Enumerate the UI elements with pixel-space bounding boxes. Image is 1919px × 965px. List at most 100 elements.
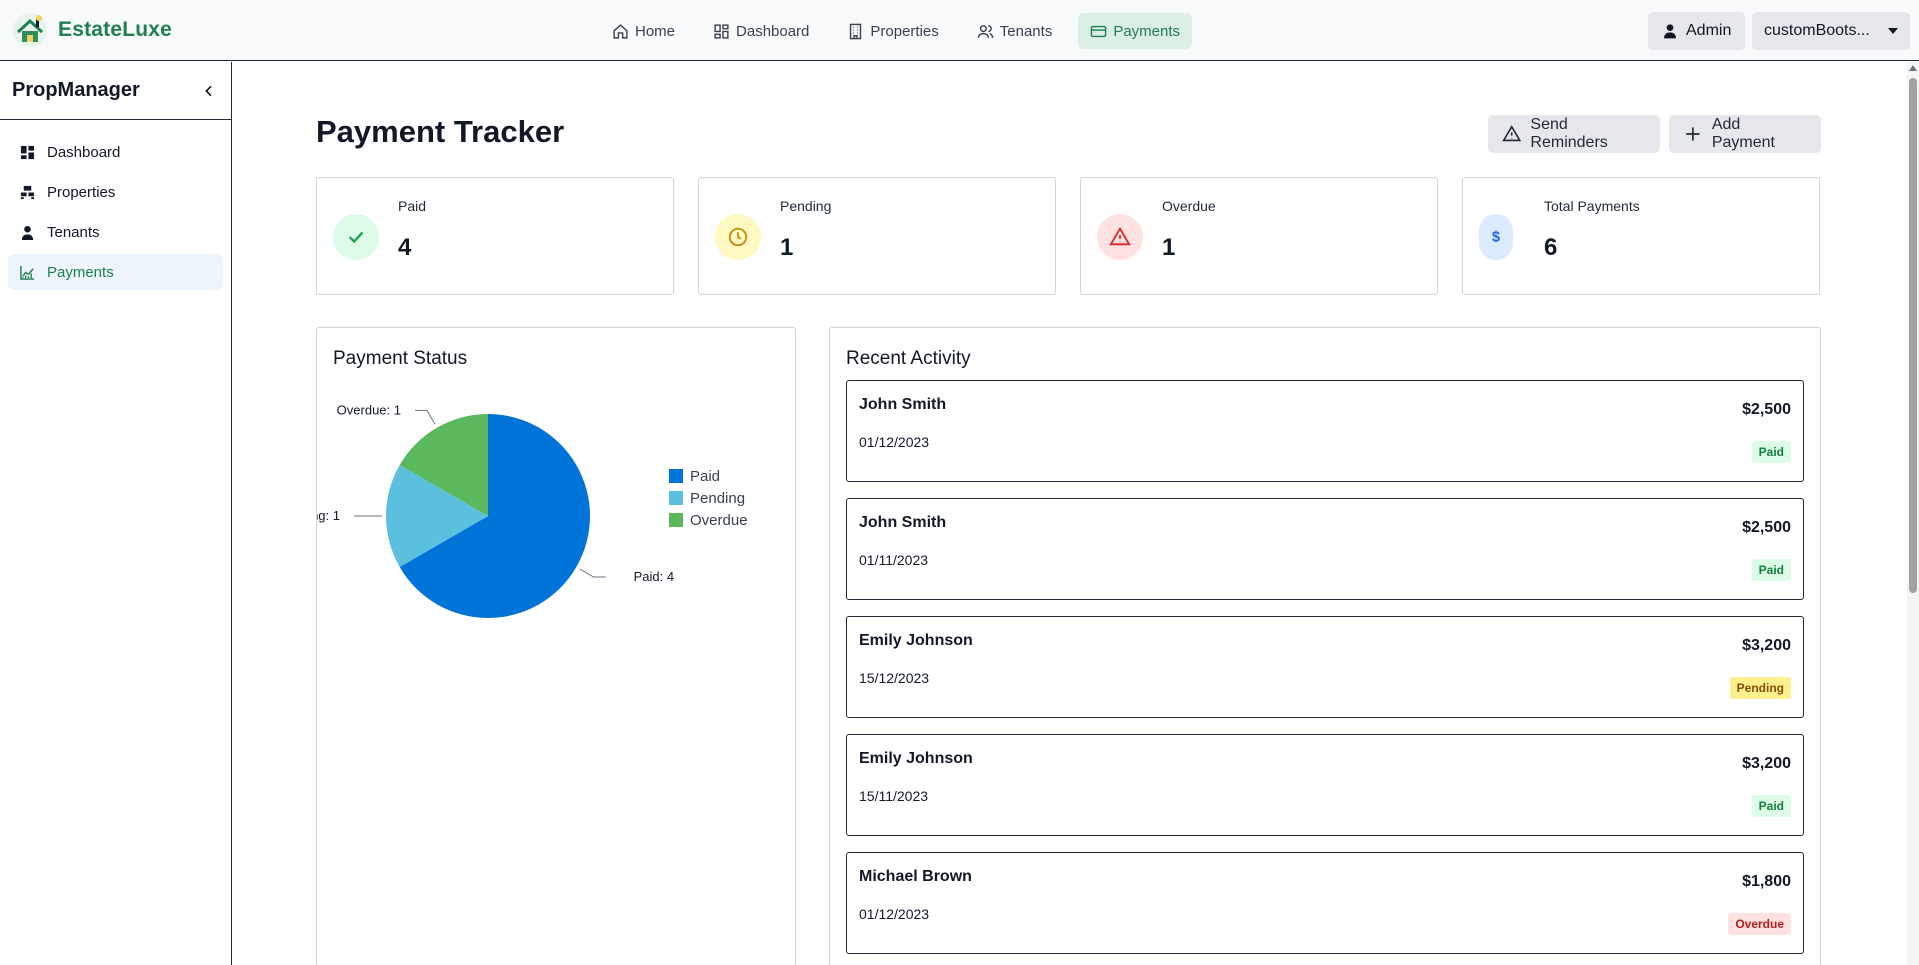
sidebar-item-label: Properties [47,183,116,201]
panel-title: Recent Activity [846,348,971,369]
scroll-up-icon[interactable] [1909,65,1917,71]
status-badge: Paid [1751,441,1791,463]
pie-leader-line [579,568,606,578]
dashboard-icon [714,23,729,39]
top-navbar: EstateLuxe Home Dashboard Properties Ten… [0,0,1919,61]
grid-icon [20,145,35,159]
sidebar: PropManager Dashboard Properties Tenants… [0,62,232,965]
users-icon [977,24,994,38]
stat-icon-wrap: $ [1479,214,1513,260]
legend-label: Paid [690,468,720,485]
topnav-properties-label: Properties [870,22,939,40]
topnav-home-label: Home [635,22,676,40]
pie-slice-pending[interactable] [386,465,488,567]
sidebar-item-dashboard[interactable]: Dashboard [8,134,223,170]
legend-label: Overdue [690,512,748,529]
topnav-dashboard[interactable]: Dashboard [701,13,821,49]
stat-value: 1 [1162,234,1176,261]
topnav-properties[interactable]: Properties [835,13,950,49]
activity-amount: $3,200 [1742,755,1791,772]
pie-slice-paid[interactable] [399,414,590,618]
topnav-home[interactable]: Home [600,13,687,49]
credit-card-icon [1091,25,1107,37]
plus-icon [1686,127,1700,141]
brand[interactable]: EstateLuxe [12,12,172,48]
top-nav: Home Dashboard Properties Tenants Paymen… [600,13,1193,49]
stat-card-pending: Pending 1 [698,177,1056,295]
stat-label: Paid [398,198,427,214]
person-icon [21,225,34,240]
activity-list: John Smith 01/12/2023 $2,500 Paid John S… [846,380,1804,965]
activity-date: 15/11/2023 [859,788,929,804]
stat-label: Overdue [1162,198,1216,214]
add-payment-button[interactable]: Add Payment [1669,115,1821,153]
scroll-thumb[interactable] [1909,78,1917,593]
pie-slice-label: ng: 1 [317,508,340,523]
chevron-left-icon[interactable] [201,83,217,99]
recent-activity-panel: Recent Activity John Smith 01/12/2023 $2… [829,327,1821,965]
sidebar-item-properties[interactable]: Properties [8,174,223,210]
pie-slice-overdue[interactable] [399,414,488,516]
status-badge: Pending [1729,677,1791,699]
sidebar-item-label: Dashboard [47,143,121,161]
activity-amount: $1,800 [1742,873,1791,890]
page-title: Payment Tracker [316,114,565,149]
sidebar-header: PropManager [0,62,231,120]
activity-date: 01/12/2023 [859,434,930,450]
activity-tenant-name: Emily Johnson [859,632,973,649]
topnav-payments[interactable]: Payments [1078,13,1193,49]
check-icon [348,231,364,244]
activity-item[interactable]: John Smith 01/11/2023 $2,500 Paid [846,498,1804,600]
home-icon [613,23,628,39]
send-reminders-button[interactable]: Send Reminders [1488,115,1660,153]
activity-item[interactable]: Emily Johnson 15/12/2023 $3,200 Pending [846,616,1804,718]
pie-slice-label: Overdue: 1 [337,402,401,417]
stat-icon-wrap [333,214,379,260]
status-badge: Paid [1751,795,1791,817]
activity-item[interactable]: John Smith 01/12/2023 $2,500 Paid [846,380,1804,482]
chart-icon [20,265,35,280]
sidebar-item-tenants[interactable]: Tenants [8,214,223,250]
activity-tenant-name: Emily Johnson [859,750,973,767]
svg-text:$: $ [1492,230,1500,246]
sidebar-menu: Dashboard Properties Tenants Payments [0,120,231,304]
house-logo-icon [13,13,47,47]
pie-leader-line [415,409,436,425]
dollar-icon: $ [1492,230,1500,246]
topnav-tenants[interactable]: Tenants [965,13,1065,49]
stat-label: Pending [780,198,832,214]
page-scrollbar[interactable] [1907,62,1919,965]
status-badge: Overdue [1728,913,1791,935]
sidebar-title: PropManager [12,79,140,101]
user-select[interactable]: customBoots... [1752,12,1910,50]
activity-date: 01/12/2023 [859,906,930,922]
add-payment-label: Add Payment [1711,116,1775,151]
blocks-icon [20,185,35,199]
sidebar-item-payments[interactable]: Payments [8,254,223,290]
stat-value: 4 [398,234,412,261]
activity-date: 15/12/2023 [859,670,930,686]
building-icon [850,23,862,39]
stat-card-paid: Paid 4 [316,177,674,295]
sidebar-item-label: Payments [47,263,114,281]
warning-icon [1502,125,1522,142]
legend-swatch [669,513,683,527]
activity-amount: $3,200 [1742,637,1791,654]
clock-icon [728,227,748,247]
status-badge: Paid [1751,559,1791,581]
payment-status-pie-chart: Paid: 4 ng: 1 Overdue: 1 Paid Pending Overdue [317,402,748,618]
stat-icon-wrap [1097,214,1143,260]
activity-item[interactable]: Emily Johnson 15/11/2023 $3,200 Paid [846,734,1804,836]
brand-name: EstateLuxe [58,18,173,41]
legend-label: Pending [690,490,745,507]
user-select-value: customBoots... [1764,22,1870,39]
admin-button[interactable]: Admin [1648,12,1746,50]
activity-item[interactable]: Michael Brown 01/12/2023 $1,800 Overdue [846,852,1804,954]
activity-tenant-name: John Smith [859,514,947,531]
stat-card-total: $ Total Payments 6 [1462,177,1820,295]
pie-slice-label: Paid: 4 [634,569,674,584]
stat-icon-wrap [715,214,761,260]
activity-tenant-name: Michael Brown [859,868,972,885]
sidebar-item-label: Tenants [47,223,100,241]
